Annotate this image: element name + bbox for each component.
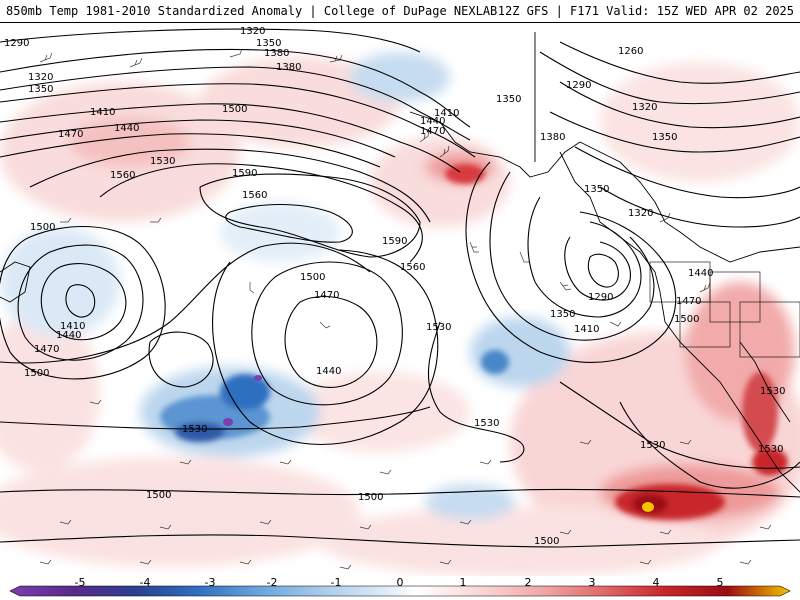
contour-label: 1530 <box>426 322 451 333</box>
contour-label: 1530 <box>474 418 499 429</box>
contour-label: 1500 <box>30 222 55 233</box>
contour-label: 1410 <box>574 324 599 335</box>
contour-label: 1590 <box>382 236 407 247</box>
contour-label: 1350 <box>584 184 609 195</box>
contour-label: 1290 <box>4 38 29 49</box>
colorbar-tick: -4 <box>139 576 151 589</box>
contour-label: 1290 <box>566 80 591 91</box>
colorbar-tick: -3 <box>204 576 216 589</box>
colorbar-tick: 3 <box>588 576 596 589</box>
contour-label: 1560 <box>242 190 267 201</box>
contour-label: 1530 <box>758 444 783 455</box>
contour-label: 1380 <box>264 48 289 59</box>
contour-label: 1350 <box>496 94 521 105</box>
contour-label: 1530 <box>150 156 175 167</box>
weather-map: 1290 1320 1350 1380 1290 1320 1350 1380 … <box>0 26 800 576</box>
contour-label: 1470 <box>314 290 339 301</box>
contour-label: 1500 <box>534 536 559 547</box>
contour-label: 1500 <box>24 368 49 379</box>
height-contours <box>0 28 800 548</box>
contour-label: 1410 <box>60 321 85 332</box>
contour-label: 1350 <box>28 84 53 95</box>
contour-label: 1440 <box>56 330 81 341</box>
contour-label: 1500 <box>358 492 383 503</box>
contour-label: 1530 <box>760 386 785 397</box>
coastlines <box>0 32 800 493</box>
colorbar-tick: 1 <box>459 576 467 589</box>
contour-label: 1470 <box>58 129 83 140</box>
contour-label: 1500 <box>146 490 171 501</box>
colorbar-tick: 0 <box>396 576 404 589</box>
anomaly-shading <box>0 52 800 576</box>
colorbar-tick: 2 <box>524 576 532 589</box>
header-bar: 850mb Temp 1981-2010 Standardized Anomal… <box>0 0 800 23</box>
contour-label: 1380 <box>540 132 565 143</box>
contour-label: 1440 <box>114 123 139 134</box>
contour-label: 1440 <box>420 116 445 127</box>
contour-labels: 1290 1320 1350 1380 1290 1320 1350 1380 … <box>4 26 785 547</box>
contour-label: 1380 <box>276 62 301 73</box>
contour-label: 1500 <box>222 104 247 115</box>
colorbar-tick: -1 <box>330 576 342 589</box>
model-valid-time: 12Z GFS | F171 Valid: 15Z WED APR 02 202… <box>497 4 794 18</box>
colorbar-tick: -2 <box>266 576 278 589</box>
contour-label: 1440 <box>316 366 341 377</box>
contour-label: 1320 <box>628 208 653 219</box>
anomaly-max-spot <box>223 375 654 512</box>
contour-label: 1500 <box>674 314 699 325</box>
contour-label: 1470 <box>676 296 701 307</box>
contour-label: 1530 <box>640 440 665 451</box>
wind-barbs <box>39 48 772 570</box>
contour-label: 1440 <box>688 268 713 279</box>
contour-label: 1260 <box>618 46 643 57</box>
contour-label: 1470 <box>34 344 59 355</box>
contour-label: 1320 <box>28 72 53 83</box>
contour-label: 1560 <box>110 170 135 181</box>
contour-label: 1350 <box>652 132 677 143</box>
contour-label: 1350 <box>550 309 575 320</box>
colorbar: -5 -4 -3 -2 -1 0 1 2 3 4 5 <box>0 576 800 600</box>
map-title: 850mb Temp 1981-2010 Standardized Anomal… <box>6 4 498 18</box>
contour-label: 1560 <box>400 262 425 273</box>
contour-label: 1530 <box>182 424 207 435</box>
contour-label: 1320 <box>632 102 657 113</box>
colorbar-tick: 4 <box>652 576 660 589</box>
contour-label: 1500 <box>300 272 325 283</box>
contour-label: 1290 <box>588 292 613 303</box>
contour-label: 1320 <box>240 26 265 37</box>
colorbar-tick: 5 <box>716 576 724 589</box>
contour-label: 1470 <box>420 126 445 137</box>
contour-label: 1590 <box>232 168 257 179</box>
colorbar-tick: -5 <box>74 576 86 589</box>
contour-label: 1410 <box>90 107 115 118</box>
contour-label: 1350 <box>256 38 281 49</box>
colorbar-ramp <box>9 585 791 597</box>
contour-label: 1410 <box>434 108 459 119</box>
